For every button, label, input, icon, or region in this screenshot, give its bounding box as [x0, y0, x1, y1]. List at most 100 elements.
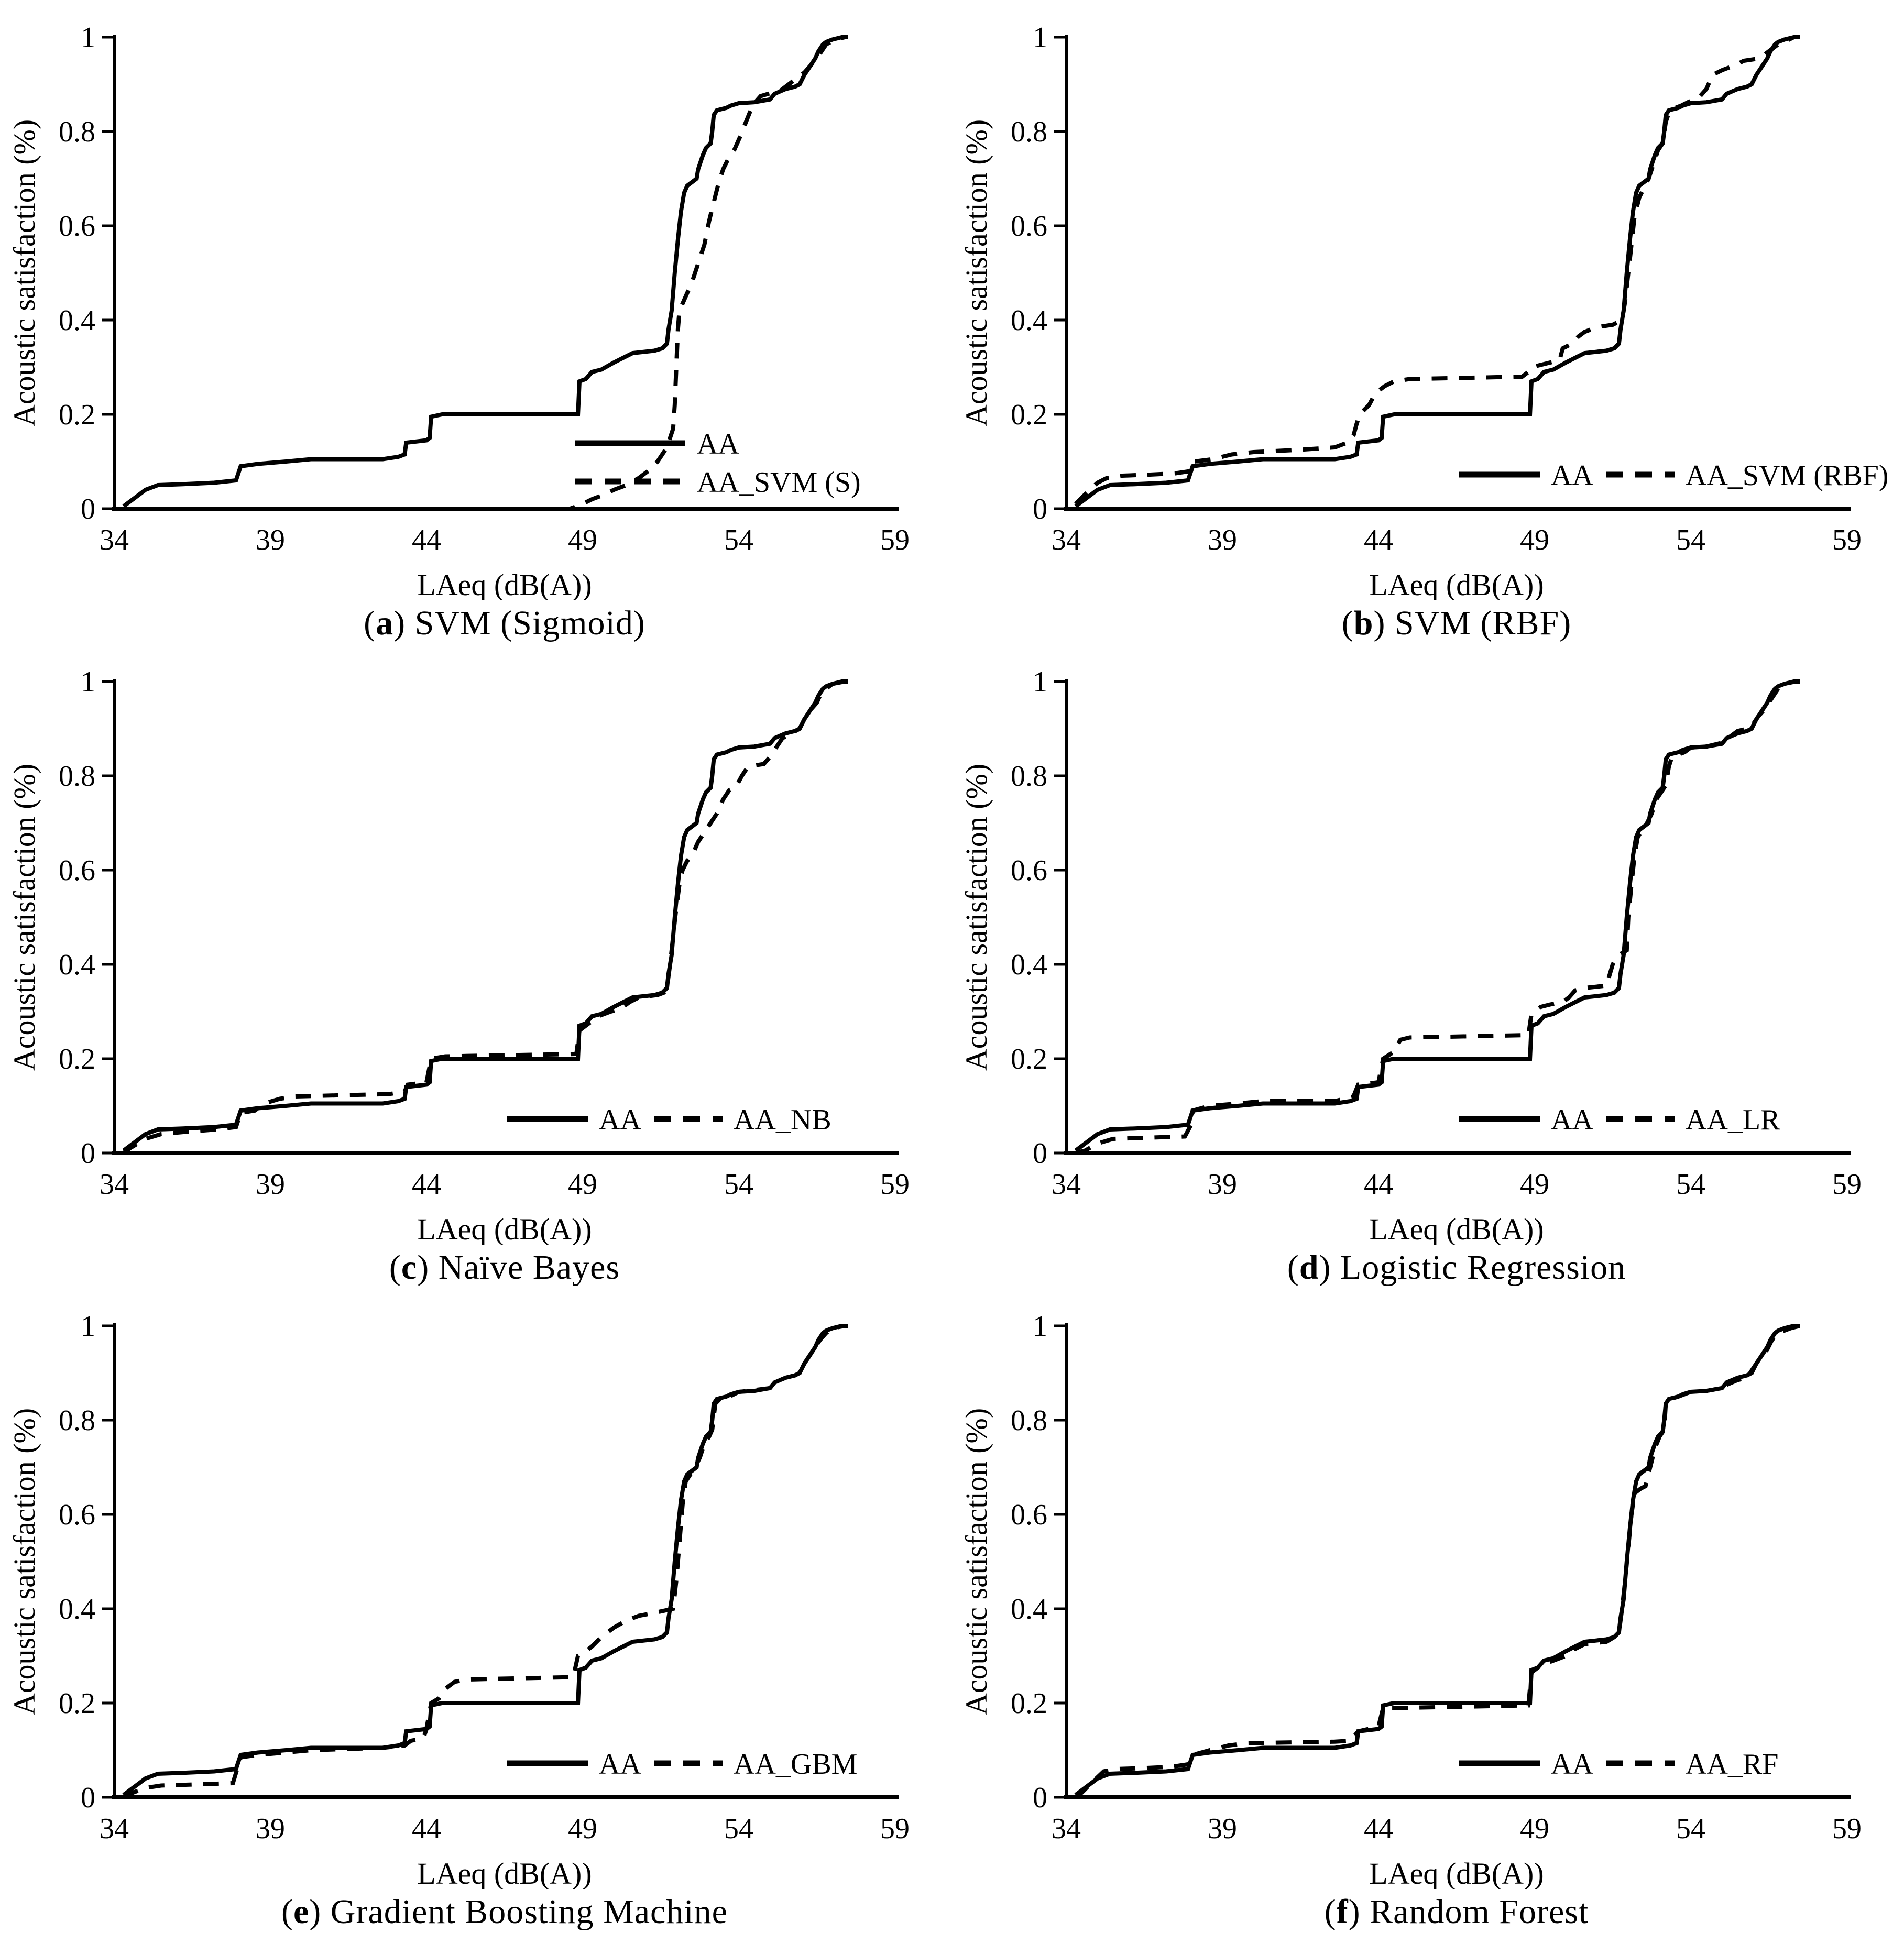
x-tick-label: 34: [100, 1813, 129, 1845]
y-tick-label: 0.2: [1011, 1687, 1047, 1720]
y-tick-label: 0.6: [59, 1499, 95, 1531]
x-tick-label: 44: [412, 524, 441, 556]
caption-paren: (: [1324, 1893, 1337, 1931]
y-tick-label: 0.8: [1011, 1404, 1047, 1437]
panel-d: 0 0.2 0.4 0.6 0.8 1 34 39 44 49 54 59 LAeq (dB(A)) Ac…: [952, 644, 1904, 1289]
x-tick-label: 54: [724, 524, 753, 556]
y-tick-label: 0.2: [59, 1043, 95, 1075]
x-tick-label: 44: [1364, 1813, 1393, 1845]
legend: AA AA_SVM (S): [575, 428, 861, 499]
model-curve: [1074, 35, 1795, 506]
x-tick-label: 49: [1520, 1813, 1549, 1845]
caption-c: (c) Naïve Bayes: [33, 1248, 976, 1288]
panel-a: 0 0.2 0.4 0.6 0.8 1 34 39 44 49 54 59 LAeq (dB(A)) Ac…: [0, 0, 952, 644]
model-curve: [123, 35, 846, 511]
y-tick-label: 1: [81, 21, 95, 54]
caption-f: (f) Random Forest: [985, 1892, 1904, 1932]
chart-d: 0 0.2 0.4 0.6 0.8 1 34 39 44 49 54 59 LAeq (dB(A)) Ac…: [959, 666, 1862, 1245]
caption-letter: c: [401, 1248, 418, 1287]
y-tick-label: 0.2: [1011, 1043, 1047, 1075]
y-axis-title: Acoustic satisfaction (%): [7, 119, 41, 426]
x-tick-label: 49: [1520, 524, 1549, 556]
x-tick-label: 54: [724, 1813, 753, 1845]
legend-label-aa: AA: [599, 1748, 641, 1781]
y-tick-label: 1: [81, 666, 95, 698]
x-tick-label: 39: [1208, 524, 1237, 556]
legend-label-model: AA_NB: [734, 1104, 831, 1136]
caption-paren: ): [393, 604, 415, 642]
chart-c: 0 0.2 0.4 0.6 0.8 1 34 39 44 49 54 59 LAeq (dB(A)) Ac…: [7, 666, 910, 1245]
legend: AA AA_LR: [1459, 1104, 1780, 1136]
x-tick-label: 34: [1052, 1168, 1081, 1201]
aa-curve: [1074, 1324, 1800, 1797]
x-tick-label: 34: [100, 524, 129, 556]
y-tick-label: 0.4: [1011, 949, 1047, 981]
x-tick-label: 49: [568, 1813, 597, 1845]
y-tick-label: 0: [81, 493, 95, 525]
caption-paren: (: [1341, 604, 1354, 642]
y-tick-label: 0: [1033, 493, 1047, 525]
y-axis-title: Acoustic satisfaction (%): [959, 119, 993, 426]
x-tick-label: 54: [724, 1168, 753, 1201]
caption-title: Logistic Regression: [1340, 1248, 1626, 1287]
chart-b: 0 0.2 0.4 0.6 0.8 1 34 39 44 49 54 59 LAeq (dB(A)) Ac…: [959, 21, 1888, 600]
x-tick-label: 59: [880, 1813, 910, 1845]
aa-curve: [122, 1324, 848, 1797]
caption-paren: (: [281, 1893, 293, 1931]
x-tick-label: 44: [412, 1168, 441, 1201]
y-tick-label: 0.6: [1011, 854, 1047, 887]
caption-letter: b: [1353, 604, 1374, 642]
y-tick-label: 0.8: [59, 116, 95, 148]
panel-e: 0 0.2 0.4 0.6 0.8 1 34 39 44 49 54 59 LAeq (dB(A)) Ac…: [0, 1289, 952, 1933]
model-curve: [1074, 1324, 1801, 1799]
legend-label-aa: AA: [1551, 1104, 1593, 1136]
x-tick-label: 54: [1676, 1168, 1705, 1201]
legend-label-aa: AA: [697, 428, 739, 460]
y-tick-label: 0.2: [59, 1687, 95, 1720]
x-axis-title: LAeq (dB(A)): [1369, 1857, 1544, 1889]
caption-letter: f: [1336, 1893, 1349, 1931]
legend-label-aa: AA: [599, 1104, 641, 1136]
y-tick-label: 0.2: [1011, 399, 1047, 431]
aa-curve: [1074, 679, 1800, 1152]
x-axis-title: LAeq (dB(A)): [1369, 1212, 1544, 1245]
legend: AA AA_RF: [1459, 1748, 1778, 1781]
x-tick-label: 54: [1676, 524, 1705, 556]
caption-b: (b) SVM (RBF): [985, 603, 1904, 643]
aa-curve: [122, 679, 848, 1152]
caption-title: Naïve Bayes: [438, 1248, 620, 1287]
y-tick-label: 0: [1033, 1782, 1047, 1814]
x-tick-label: 44: [1364, 524, 1393, 556]
y-tick-label: 1: [1033, 21, 1047, 54]
y-tick-label: 0.8: [59, 1404, 95, 1437]
x-tick-label: 39: [256, 1813, 285, 1845]
x-tick-label: 34: [1052, 524, 1081, 556]
y-tick-label: 0.4: [59, 1593, 95, 1626]
y-tick-label: 0.6: [1011, 210, 1047, 243]
y-axis-title: Acoustic satisfaction (%): [959, 764, 993, 1071]
aa-curve: [1074, 35, 1800, 508]
y-axis-title: Acoustic satisfaction (%): [959, 1408, 993, 1715]
caption-letter: a: [376, 604, 394, 642]
x-tick-label: 59: [880, 1168, 910, 1201]
x-tick-label: 34: [100, 1168, 129, 1201]
panel-f: 0 0.2 0.4 0.6 0.8 1 34 39 44 49 54 59 LAeq (dB(A)) Ac…: [952, 1289, 1904, 1933]
legend: AA AA_GBM: [507, 1748, 857, 1781]
y-tick-label: 0.4: [1011, 1593, 1047, 1626]
x-tick-label: 34: [1052, 1813, 1081, 1845]
y-tick-label: 0.6: [1011, 1499, 1047, 1531]
caption-a: (a) SVM (Sigmoid): [33, 603, 976, 643]
caption-paren: (: [1287, 1248, 1299, 1287]
caption-paren: ): [309, 1893, 331, 1931]
y-tick-label: 1: [1033, 1310, 1047, 1343]
x-tick-label: 59: [880, 524, 910, 556]
x-axis-title: LAeq (dB(A)): [417, 1857, 592, 1889]
model-curve: [1075, 679, 1796, 1155]
caption-letter: e: [293, 1893, 310, 1931]
x-axis-title: LAeq (dB(A)): [417, 1212, 592, 1245]
y-tick-label: 0: [81, 1137, 95, 1170]
caption-paren: ): [1348, 1893, 1370, 1931]
caption-title: Gradient Boosting Machine: [330, 1893, 728, 1931]
y-tick-label: 1: [1033, 666, 1047, 698]
y-tick-label: 0.6: [59, 210, 95, 243]
